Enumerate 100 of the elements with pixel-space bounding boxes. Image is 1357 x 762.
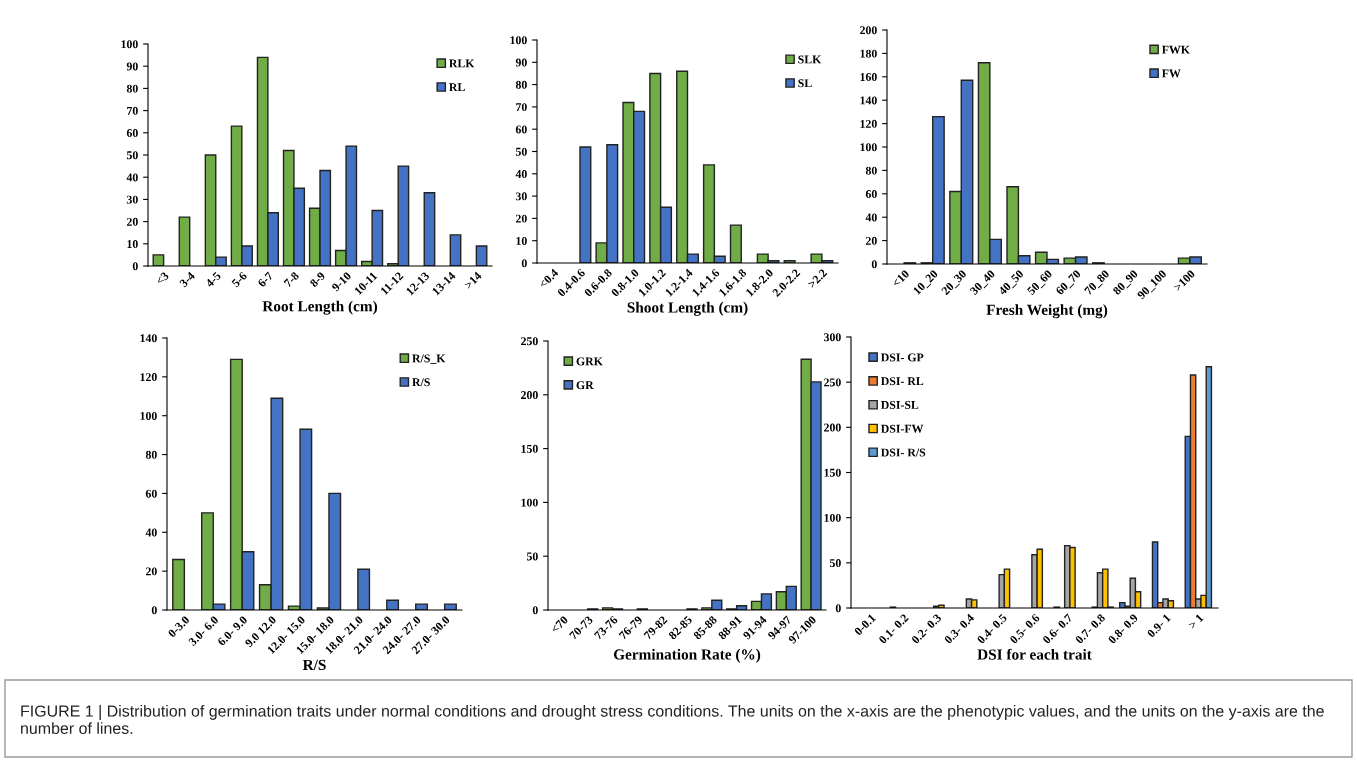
y-tick-label: 40 <box>865 213 877 222</box>
y-tick-label: 250 <box>824 378 841 387</box>
legend-label: DSI-FW <box>880 424 924 433</box>
x-tick-label: <0.4 <box>538 268 559 289</box>
y-tick-label: 180 <box>860 49 877 58</box>
y-tick-label: 30 <box>126 195 138 204</box>
legend-label: DSI- RL <box>880 377 924 386</box>
legend-label: GRK <box>576 357 603 366</box>
y-tick-label: 0 <box>521 259 527 268</box>
y-tick-label: 90 <box>126 62 138 71</box>
y-tick-label: 0 <box>132 262 138 271</box>
x-tick-label: > 1 <box>1188 613 1204 630</box>
y-tick-label: 50 <box>526 552 538 561</box>
x-axis-title: Root Length (cm) <box>262 300 378 315</box>
x-axis-title: Germination Rate (%) <box>613 648 761 663</box>
legend-label: RLK <box>449 59 475 68</box>
x-axis-title: R/S <box>302 659 326 671</box>
x-tick-label: 3.0- 6.0 <box>188 615 219 647</box>
y-tick-label: 40 <box>515 170 527 179</box>
y-tick-label: 0 <box>151 606 157 615</box>
y-tick-label: 20 <box>515 214 527 223</box>
x-tick-label: >2.2 <box>807 268 828 289</box>
y-tick-label: 200 <box>860 26 877 35</box>
y-tick-label: 30 <box>515 192 527 201</box>
legend-label: FWK <box>1161 45 1190 54</box>
y-tick-label: 60 <box>515 125 527 134</box>
x-tick-label: 8-9 <box>309 271 326 288</box>
y-tick-label: 20 <box>126 217 138 226</box>
legend-label: DSI- R/S <box>880 448 926 457</box>
y-tick-label: 0 <box>871 260 877 269</box>
y-tick-label: 40 <box>126 173 138 182</box>
x-tick-label: 9-10 <box>331 271 352 292</box>
y-tick-label: 120 <box>140 373 157 382</box>
y-tick-label: 80 <box>145 450 157 459</box>
x-tick-label: 0.9- 1 <box>1146 613 1172 638</box>
legend-label: SLK <box>798 55 822 64</box>
x-tick-label: 0.5- 0.6 <box>1009 613 1041 645</box>
y-tick-label: 50 <box>829 559 841 568</box>
legend-label: DSI-SL <box>880 401 919 409</box>
y-tick-label: 60 <box>145 489 157 498</box>
legend-label: FW <box>1161 69 1181 78</box>
y-tick-label: 150 <box>521 444 538 453</box>
y-tick-label: 100 <box>521 498 538 507</box>
y-tick-label: 40 <box>145 528 157 537</box>
x-tick-label: 0.1- 0.2 <box>878 613 909 645</box>
legend-label: GR <box>576 381 594 390</box>
y-tick-label: 0 <box>532 606 538 615</box>
y-tick-label: 100 <box>510 36 527 45</box>
y-tick-label: 70 <box>127 106 138 115</box>
y-tick-label: 60 <box>865 190 877 199</box>
x-axis-title: Shoot Length (cm) <box>627 301 748 316</box>
y-tick-label: 50 <box>126 151 138 160</box>
caption: FIGURE 1 | Distribution of germination traits under normal conditions and drought stress conditions. The units on the x-axis are the phenotypic values, and the units on the y-axis are the number of lines. <box>21 705 1324 735</box>
y-tick-label: 150 <box>824 468 841 477</box>
legend-label: DSI- GP <box>880 353 924 362</box>
y-tick-label: 200 <box>824 423 841 432</box>
y-tick-label: 100 <box>140 411 157 420</box>
x-tick-label: 0.6- 0.7 <box>1042 613 1073 645</box>
y-tick-label: 10 <box>127 240 138 249</box>
x-axis-title: Fresh Weight (mg) <box>986 304 1108 319</box>
x-tick-label: 0.4- 0.5 <box>976 613 1008 645</box>
y-tick-label: 200 <box>521 391 538 400</box>
y-tick-label: 120 <box>860 119 877 128</box>
y-tick-label: 10 <box>516 236 527 245</box>
x-tick-label: 4-5 <box>205 271 222 288</box>
legend-label: R/S_K <box>412 354 446 364</box>
legend-label: SL <box>798 79 812 88</box>
x-tick-label: 5-6 <box>231 271 248 288</box>
x-tick-label: >14 <box>463 271 482 290</box>
y-tick-label: 80 <box>515 80 527 89</box>
y-tick-label: 80 <box>865 166 877 175</box>
y-tick-label: 70 <box>516 103 527 112</box>
y-tick-label: 100 <box>860 143 877 152</box>
y-tick-label: 100 <box>824 513 841 522</box>
x-tick-label: 0.2- 0.3 <box>911 613 942 645</box>
y-tick-label: 0 <box>835 604 841 613</box>
y-tick-label: 140 <box>140 334 157 343</box>
x-tick-label: 0.3- 0.4 <box>943 613 975 645</box>
x-tick-label: <70 <box>550 615 569 634</box>
y-tick-label: 20 <box>145 567 157 576</box>
y-tick-label: 300 <box>824 333 841 342</box>
y-tick-label: 160 <box>860 73 877 82</box>
y-tick-label: 20 <box>865 236 877 245</box>
y-tick-label: 250 <box>521 337 538 346</box>
y-tick-label: 50 <box>515 147 527 156</box>
y-tick-label: 140 <box>860 96 877 105</box>
legend-label: R/S <box>412 378 430 387</box>
y-tick-label: 90 <box>515 58 527 67</box>
x-tick-label: 0.8- 0.9 <box>1107 613 1139 645</box>
legend-label: RL <box>449 83 465 92</box>
x-axis-title: DSI for each trait <box>977 648 1092 660</box>
y-tick-label: 80 <box>126 84 138 93</box>
x-tick-label: <10 <box>891 269 910 288</box>
x-tick-label: 3-4 <box>179 271 196 288</box>
x-tick-label: <3 <box>155 271 170 286</box>
x-tick-label: 7-8 <box>283 271 300 288</box>
y-tick-label: 60 <box>126 129 138 138</box>
y-tick-label: 100 <box>121 40 138 49</box>
x-tick-label: 6-7 <box>257 271 274 288</box>
x-tick-label: 0.7- 0.8 <box>1074 613 1106 645</box>
